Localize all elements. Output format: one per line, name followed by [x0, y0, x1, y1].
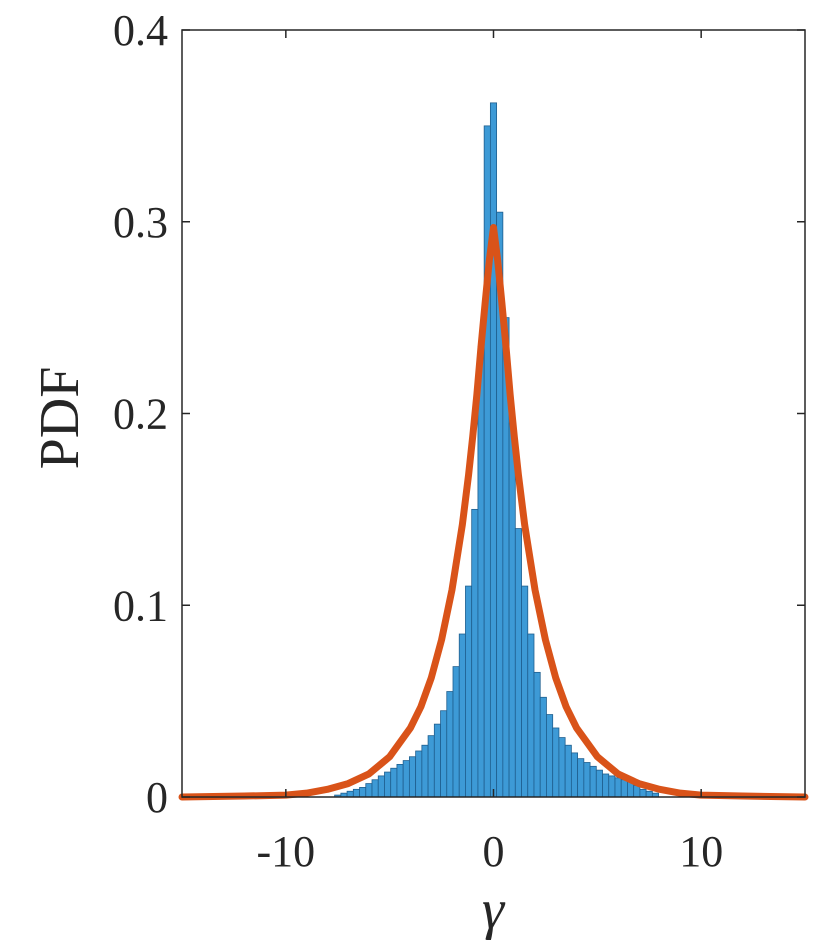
histogram-bar [489, 102, 498, 798]
y-tick-label: 0.4 [113, 6, 168, 55]
histogram-bar [602, 773, 610, 798]
histogram-bar [614, 777, 622, 798]
histogram-bar [508, 422, 516, 798]
histogram-bar [577, 758, 585, 798]
histogram-bar [471, 508, 479, 798]
histogram-bar [359, 787, 367, 798]
histogram-bar [645, 790, 653, 798]
histogram-bar [583, 762, 591, 798]
histogram-bar [421, 744, 429, 798]
histogram-bar [589, 765, 597, 798]
histogram-bar [546, 714, 554, 798]
histogram-bar [595, 769, 603, 798]
histogram-bar [564, 744, 572, 798]
histogram-bar [352, 788, 360, 798]
histogram-bar [446, 691, 454, 798]
histogram-bar [521, 585, 529, 798]
histogram-bar [346, 790, 354, 798]
histogram-bar [483, 125, 491, 798]
fit-curve-line [178, 224, 809, 801]
histogram-bar [639, 788, 647, 798]
histogram-bar [371, 779, 379, 798]
y-tick-labels: 0 0.1 0.2 0.3 0.4 [113, 6, 168, 822]
histogram-bar [390, 767, 398, 798]
histogram-bar [402, 760, 410, 798]
histogram-bar [396, 764, 404, 798]
histogram-bar [433, 723, 441, 798]
histogram-bar [620, 779, 628, 798]
histogram-bar [365, 783, 373, 798]
histogram-bar [384, 771, 392, 798]
histogram-bar [377, 775, 385, 798]
y-tick-label: 0.3 [113, 198, 168, 247]
histogram-bar [427, 735, 435, 798]
histogram-bar [533, 671, 541, 798]
histogram-bar [458, 633, 466, 798]
histogram-bar [408, 756, 417, 798]
y-axis-label: PDF [29, 367, 91, 470]
histogram-bar [608, 775, 616, 798]
x-tick-label: 0 [483, 827, 505, 876]
histogram-bar [514, 528, 522, 798]
histogram-bar [440, 710, 448, 798]
histogram-bar [465, 585, 473, 798]
y-tick-label: 0.1 [113, 581, 168, 630]
x-tick-label: -10 [256, 827, 315, 876]
axis-ticks [182, 29, 805, 798]
histogram-bars [334, 102, 659, 798]
histogram-bar [539, 696, 547, 798]
y-tick-label: 0.2 [113, 390, 168, 439]
x-tick-labels: -10 0 10 [256, 827, 723, 876]
histogram-bar [570, 752, 579, 798]
histogram-bar [477, 345, 485, 798]
histogram-bar [452, 666, 460, 798]
x-axis-label: γ [482, 879, 506, 941]
histogram-bar [415, 750, 423, 798]
histogram-bar [552, 727, 560, 798]
histogram-bar [558, 737, 566, 798]
x-tick-label: 10 [679, 827, 723, 876]
y-tick-label: 0 [146, 773, 168, 822]
histogram-bar [527, 633, 535, 798]
